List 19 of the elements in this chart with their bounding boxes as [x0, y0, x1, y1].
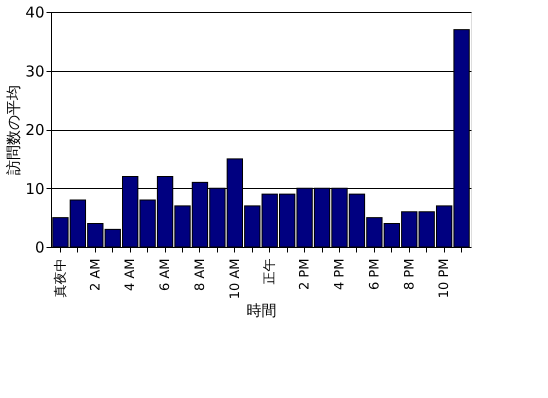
x-tick-label: 8 PM: [402, 258, 418, 290]
x-tick-label: 6 PM: [367, 258, 382, 290]
y-tick-label: 10: [25, 180, 44, 198]
x-tick-label: 2 PM: [298, 258, 313, 290]
x-tick-label: 4 PM: [332, 258, 348, 290]
x-tick-label: 10 PM: [437, 258, 452, 298]
x-tick-label: 6 AM: [158, 258, 174, 292]
y-axis-title: 訪問数の平均: [4, 85, 22, 175]
x-tick-label: 2 AM: [88, 258, 104, 292]
x-tick-label: 4 AM: [123, 258, 138, 292]
y-tick-label: 20: [25, 121, 44, 139]
x-tick-label: 10 AM: [228, 258, 243, 300]
x-tick-label: 8 AM: [192, 258, 208, 292]
y-tick-label: 30: [25, 62, 44, 80]
y-tick-label: 0: [34, 238, 44, 256]
x-tick-label: 真夜中: [52, 258, 68, 298]
x-axis-title: 時間: [246, 301, 276, 320]
x-tick-label: 正午: [262, 258, 278, 284]
y-tick-label: 40: [25, 4, 44, 22]
